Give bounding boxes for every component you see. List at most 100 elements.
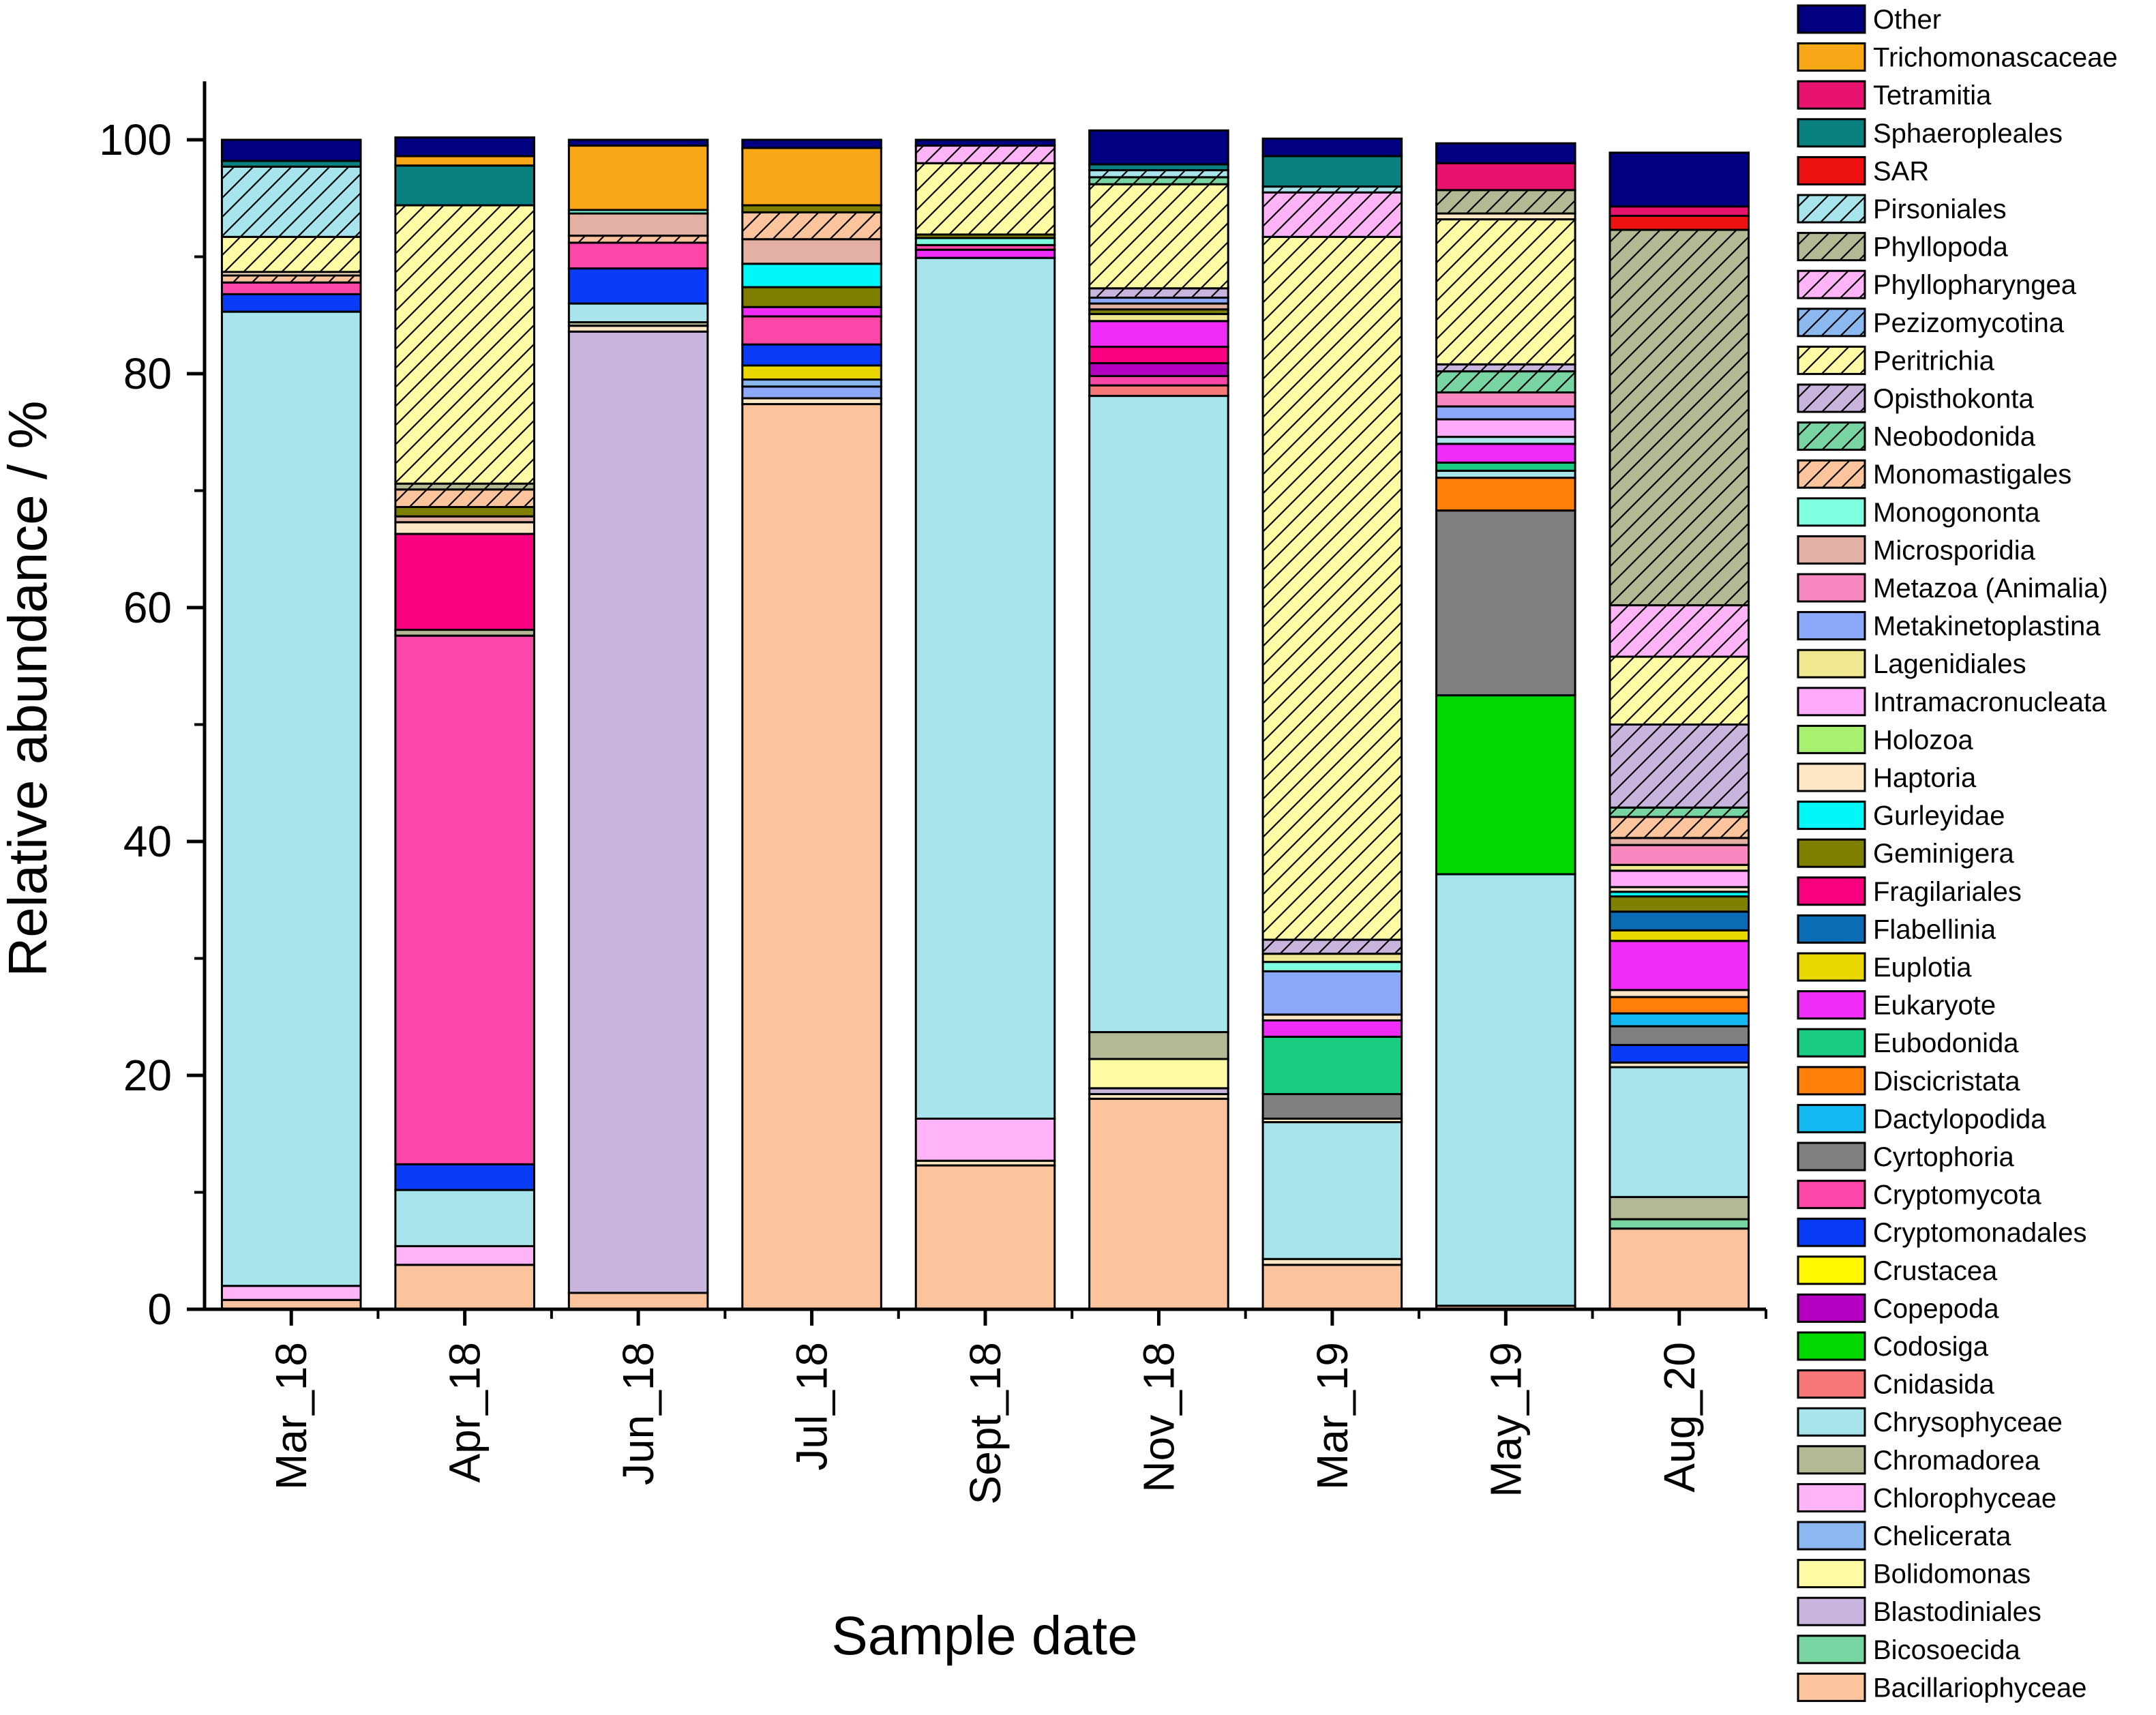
bar-segment-jun-18-bacillariophyceae bbox=[567, 1292, 709, 1311]
bar-segment-mar-18-pirsoniales-hatch bbox=[222, 166, 361, 237]
legend-label: Peritrichia bbox=[1873, 346, 1995, 376]
legend-label: Chelicerata bbox=[1873, 1521, 2011, 1551]
bar-segment-aug-20-microsporidia bbox=[1608, 837, 1750, 846]
bar-segment-mar-19-monogononta bbox=[1261, 961, 1403, 972]
legend-swatch bbox=[1797, 1559, 1866, 1589]
bar-segment-nov-18-copepoda bbox=[1088, 362, 1229, 377]
y-tick-label: 80 bbox=[123, 349, 172, 398]
bar-segment-jul-18-gurleyidae bbox=[741, 263, 882, 288]
legend-label: Copepoda bbox=[1873, 1294, 1999, 1324]
bar-segment-aug-20-peritrichia-hatch bbox=[1610, 657, 1749, 725]
x-tick-label-mar-18: Mar_18 bbox=[267, 1342, 316, 1490]
bar-segment-aug-20-phyllopoda-hatch bbox=[1610, 230, 1749, 606]
bar-segment-aug-20-opisthokonta-hatch bbox=[1610, 724, 1749, 808]
bar-segment-jul-18-euplotia bbox=[741, 364, 882, 381]
legend-swatch-hatch bbox=[1798, 385, 1865, 412]
bar-segment-aug-20-neobodonida-hatch bbox=[1610, 807, 1749, 817]
bar-segment-sept-18-eukaryote bbox=[914, 248, 1056, 259]
bar-segment-mar-18-cryptomonadales bbox=[220, 293, 362, 313]
legend-item-blastodiniales: Blastodiniales bbox=[1797, 1596, 2041, 1627]
legend-label: Holozoa bbox=[1873, 725, 1974, 755]
legend-item-neobodonida: Neobodonida bbox=[1797, 421, 2036, 452]
bar-segment-nov-18-fragilariales bbox=[1088, 346, 1229, 365]
bar-segment-apr-18-haptoria bbox=[394, 521, 535, 535]
bar-segment-nov-18-chromadorea bbox=[1088, 1031, 1229, 1060]
legend-item-euplotia: Euplotia bbox=[1797, 952, 1972, 983]
legend-item-phyllopharyngea: Phyllopharyngea bbox=[1797, 269, 2077, 300]
bar-segment-jun-18-cryptomonadales bbox=[567, 267, 709, 305]
bar-segment-may-19-metazoa-animalia bbox=[1435, 391, 1576, 408]
legend-label: Monomastigales bbox=[1873, 460, 2071, 490]
bar-segment-apr-18-phyllopoda-hatch bbox=[395, 483, 535, 490]
legend-label: Discicristata bbox=[1873, 1067, 2020, 1097]
legend-label: Haptoria bbox=[1873, 763, 1977, 793]
x-tick-label-jun-18: Jun_18 bbox=[614, 1342, 663, 1485]
bar-segment-jul-18-chelicerata bbox=[741, 378, 882, 388]
bar-segment-jul-18-bacillariophyceae bbox=[741, 403, 882, 1311]
bar-segment-nov-18-lagenidiales bbox=[1088, 313, 1229, 323]
bar-segment-aug-20-monomastigales-hatch bbox=[1610, 816, 1749, 838]
bar-segment-aug-20-flabellinia bbox=[1608, 910, 1750, 931]
bar-segment-mar-19-eukaryote bbox=[1261, 1019, 1403, 1038]
legend-label: Gurleyidae bbox=[1873, 801, 2005, 831]
legend-item-chrysophyceae: Chrysophyceae bbox=[1797, 1407, 2063, 1437]
legend-label: Neobodonida bbox=[1873, 422, 2036, 452]
legend-label: Codosiga bbox=[1873, 1332, 1989, 1362]
bar-segment-jul-18-geminigera bbox=[741, 204, 882, 213]
bar-segment-apr-18-cryptomycota bbox=[394, 634, 535, 1165]
legend-item-pezizomycotina: Pezizomycotina bbox=[1797, 308, 2065, 338]
legend-swatch bbox=[1797, 4, 1866, 34]
legend-item-crustacea: Crustacea bbox=[1797, 1255, 1998, 1286]
y-tick-label: 60 bbox=[123, 583, 172, 632]
legend-item-metakinetoplastina: Metakinetoplastina bbox=[1797, 611, 2101, 642]
bar-segment-jul-18-microsporidia bbox=[741, 238, 882, 265]
legend-swatch bbox=[1797, 611, 1866, 641]
bar-segment-apr-18-chrysophyceae bbox=[394, 1189, 535, 1247]
bar-segment-jun-18-other bbox=[567, 138, 709, 147]
bar-segment-aug-20-chromadorea bbox=[1608, 1195, 1750, 1221]
bar-segment-mar-19-other bbox=[1261, 137, 1403, 158]
legend-label: Phyllopharyngea bbox=[1873, 270, 2077, 300]
x-tick-label-nov-18: Nov_18 bbox=[1134, 1342, 1183, 1493]
bar-segment-nov-18-peritrichia-hatch bbox=[1089, 184, 1229, 288]
legend-label: Cnidasida bbox=[1873, 1370, 1995, 1400]
legend-item-phyllopoda: Phyllopoda bbox=[1797, 232, 2009, 263]
legend-swatch bbox=[1797, 1180, 1866, 1210]
bar-segment-nov-18-eukaryote bbox=[1088, 320, 1229, 348]
bar-segment-apr-18-other bbox=[394, 136, 535, 158]
legend-label: Lagenidiales bbox=[1873, 649, 2026, 679]
bar-segment-aug-20-sar bbox=[1608, 214, 1750, 231]
legend-swatch bbox=[1797, 42, 1866, 72]
legend-item-chelicerata: Chelicerata bbox=[1797, 1521, 2011, 1551]
legend-swatch bbox=[1797, 801, 1866, 831]
legend-label: Chlorophyceae bbox=[1873, 1483, 2056, 1513]
bar-segment-apr-18-chlorophyceae bbox=[394, 1244, 535, 1266]
bar-segment-mar-19-bacillariophyceae bbox=[1261, 1264, 1403, 1311]
bar-segment-may-19-phyllopoda-hatch bbox=[1436, 190, 1576, 214]
bar-segment-mar-18-chrysophyceae bbox=[220, 310, 362, 1287]
legend-item-sphaeropleales: Sphaeropleales bbox=[1797, 118, 2063, 149]
bar-segment-aug-20-tetramitia bbox=[1608, 205, 1750, 217]
legend-item-other: Other bbox=[1797, 4, 1941, 35]
bar-segment-aug-20-euplotia bbox=[1608, 929, 1750, 942]
bar-segment-aug-20-discicristata bbox=[1608, 996, 1750, 1015]
bar-segment-aug-20-eukaryote bbox=[1608, 940, 1750, 991]
legend-swatch bbox=[1797, 80, 1866, 110]
bar-segment-apr-18-trichomonascaceae bbox=[394, 155, 535, 167]
legend-item-peritrichia: Peritrichia bbox=[1797, 345, 1995, 376]
bar-segment-aug-20-cryptomonadales bbox=[1608, 1043, 1750, 1064]
legend-item-fragilariales: Fragilariales bbox=[1797, 876, 2022, 907]
bar-segment-aug-20-other bbox=[1608, 151, 1750, 208]
bar-segment-mar-18-cryptomycota bbox=[220, 281, 362, 295]
bar-segment-may-19-neobodonida-hatch bbox=[1436, 371, 1576, 393]
bar-segment-jun-18-microsporidia bbox=[567, 212, 709, 237]
legend-swatch bbox=[1797, 1407, 1866, 1437]
bar-segment-jul-18-trichomonascaceae bbox=[741, 147, 882, 207]
legend-item-bacillariophyceae: Bacillariophyceae bbox=[1797, 1672, 2087, 1703]
legend-swatch-hatch bbox=[1798, 308, 1865, 336]
legend-item-chlorophyceae: Chlorophyceae bbox=[1797, 1482, 2056, 1513]
legend-item-lagenidiales: Lagenidiales bbox=[1797, 648, 2026, 679]
legend-item-cyrtophoria: Cyrtophoria bbox=[1797, 1142, 2015, 1172]
legend-swatch bbox=[1797, 1103, 1866, 1133]
